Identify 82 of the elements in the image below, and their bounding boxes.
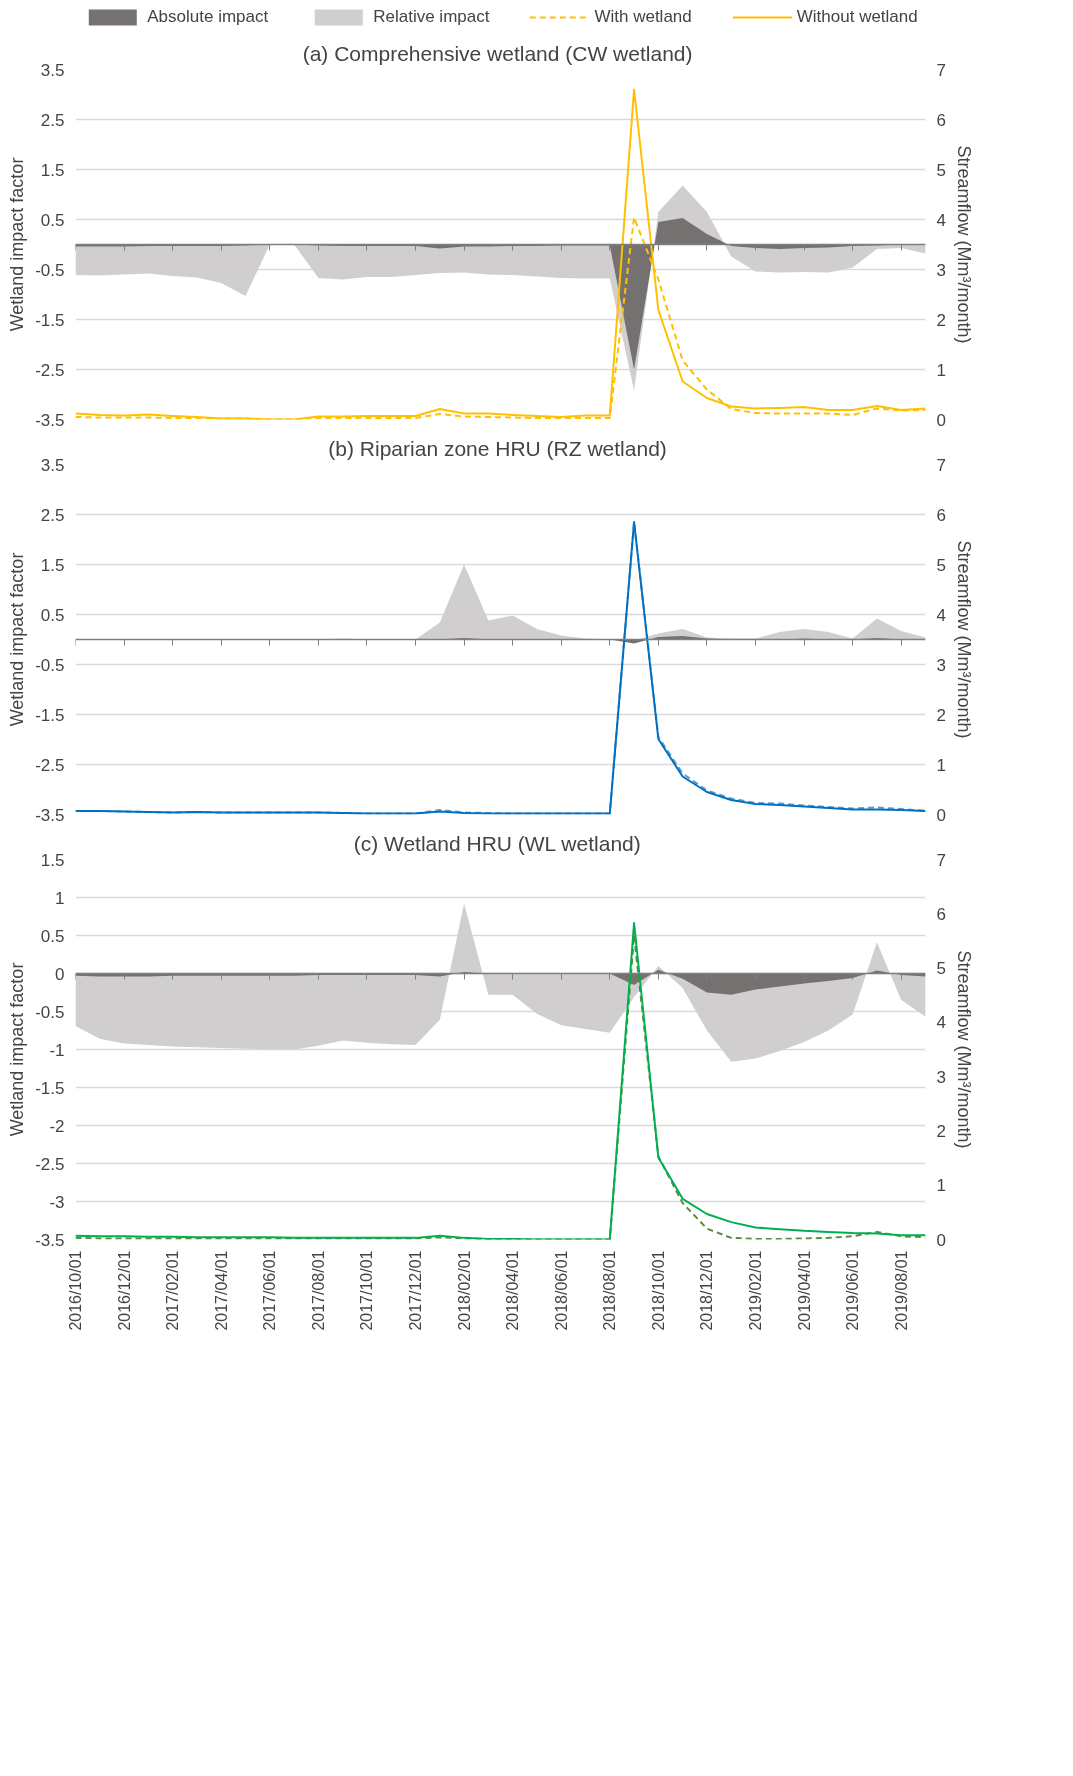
y2-tick-label: 1 [936, 755, 946, 775]
y2-axis-title: Streamflow (Mm³/month) [953, 540, 974, 739]
y2-tick-label: 3 [936, 655, 946, 675]
x-tick-label: 2018/08/01 [601, 1250, 619, 1331]
x-tick-label: 2017/04/01 [212, 1250, 230, 1331]
legend-label: Absolute impact [147, 7, 269, 27]
legend-label: With wetland [594, 7, 692, 27]
y-tick-label: 0.5 [40, 605, 65, 625]
y-tick-label: -2.5 [35, 360, 65, 380]
x-tick-label: 2018/10/01 [649, 1250, 667, 1331]
chart-title: (c) Wetland HRU (WL wetland) [353, 831, 641, 855]
y2-tick-label: 7 [936, 455, 946, 475]
y-tick-label: -2.5 [35, 755, 65, 775]
y2-tick-label: 0 [936, 410, 946, 430]
y-tick-label: -2 [49, 1116, 65, 1136]
y2-tick-label: 4 [936, 1013, 946, 1033]
y2-axis-title: Streamflow (Mm³/month) [953, 950, 974, 1149]
y2-tick-label: 1 [936, 1176, 946, 1196]
y2-tick-label: 6 [936, 904, 946, 924]
y-tick-label: 0.5 [40, 210, 65, 230]
y2-tick-label: 5 [936, 160, 946, 180]
x-tick-label: 2019/08/01 [892, 1250, 910, 1331]
y-tick-label: -0.5 [35, 655, 65, 675]
y-tick-label: -1 [49, 1040, 65, 1060]
y-tick-label: -3 [49, 1192, 65, 1212]
chart-title: (b) Riparian zone HRU (RZ wetland) [328, 436, 667, 460]
legend-label: Relative impact [373, 7, 490, 27]
x-tick-label: 2019/02/01 [747, 1250, 764, 1331]
y2-tick-label: 3 [936, 1067, 946, 1087]
y-tick-label: 2.5 [40, 505, 65, 525]
y-tick-label: 2.5 [40, 110, 65, 130]
y-tick-label: -3.5 [35, 805, 65, 825]
x-tick-label: 2017/12/01 [407, 1250, 424, 1331]
y-tick-label: 1 [55, 888, 65, 908]
y2-tick-label: 3 [936, 260, 946, 280]
x-tick-label: 2017/08/01 [309, 1250, 327, 1331]
x-tick-label: 2016/12/01 [115, 1250, 133, 1331]
x-tick-label: 2017/10/01 [358, 1250, 376, 1331]
y2-tick-label: 0 [936, 805, 946, 825]
y-tick-label: 1.5 [40, 160, 65, 180]
x-tick-label: 2017/02/01 [164, 1250, 182, 1331]
y-tick-label: 3.5 [40, 455, 65, 475]
x-tick-label: 2019/06/01 [844, 1250, 862, 1331]
y2-tick-label: 4 [936, 605, 946, 625]
y-tick-label: -1.5 [35, 705, 65, 725]
y-axis-title: Wetland impact factor [7, 552, 28, 727]
y-tick-label: -2.5 [35, 1154, 65, 1174]
y2-tick-label: 2 [936, 310, 946, 330]
x-tick-label: 2018/06/01 [552, 1250, 570, 1331]
y-tick-label: -3.5 [35, 1230, 65, 1250]
y2-tick-label: 0 [936, 1230, 946, 1250]
x-tick-label: 2018/02/01 [455, 1250, 473, 1331]
y-tick-label: 0.5 [40, 926, 65, 946]
y2-tick-label: 5 [936, 555, 946, 575]
x-tick-label: 2019/04/01 [795, 1250, 813, 1331]
y2-tick-label: 4 [936, 210, 946, 230]
y-tick-label: 0 [55, 964, 65, 984]
y-tick-label: -1.5 [35, 1078, 65, 1098]
y2-tick-label: 7 [936, 850, 946, 870]
y-tick-label: 1.5 [40, 850, 65, 870]
y2-tick-label: 5 [936, 959, 946, 979]
y2-tick-label: 6 [936, 505, 946, 525]
legend-label: Without wetland [796, 7, 918, 27]
chart-title: (a) Comprehensive wetland (CW wetland) [302, 41, 693, 65]
y-tick-label: -3.5 [35, 410, 65, 430]
y-tick-label: 3.5 [40, 60, 65, 80]
x-tick-label: 2018/12/01 [698, 1250, 716, 1331]
y-tick-label: -0.5 [35, 260, 65, 280]
y2-tick-label: 6 [936, 110, 946, 130]
x-tick-label: 2016/10/01 [67, 1250, 84, 1331]
y-tick-label: -1.5 [35, 310, 65, 330]
x-tick-label: 2018/04/01 [504, 1250, 522, 1331]
y2-tick-label: 2 [936, 1121, 946, 1141]
y-axis-title: Wetland impact factor [7, 157, 28, 332]
x-tick-label: 2017/06/01 [261, 1250, 279, 1331]
y2-tick-label: 1 [936, 360, 946, 380]
y-axis-title: Wetland impact factor [7, 962, 28, 1137]
y-tick-label: 1.5 [40, 555, 65, 575]
y-tick-label: -0.5 [35, 1002, 65, 1022]
y2-tick-label: 7 [936, 60, 946, 80]
y2-axis-title: Streamflow (Mm³/month) [953, 145, 974, 344]
y2-tick-label: 2 [936, 705, 946, 725]
